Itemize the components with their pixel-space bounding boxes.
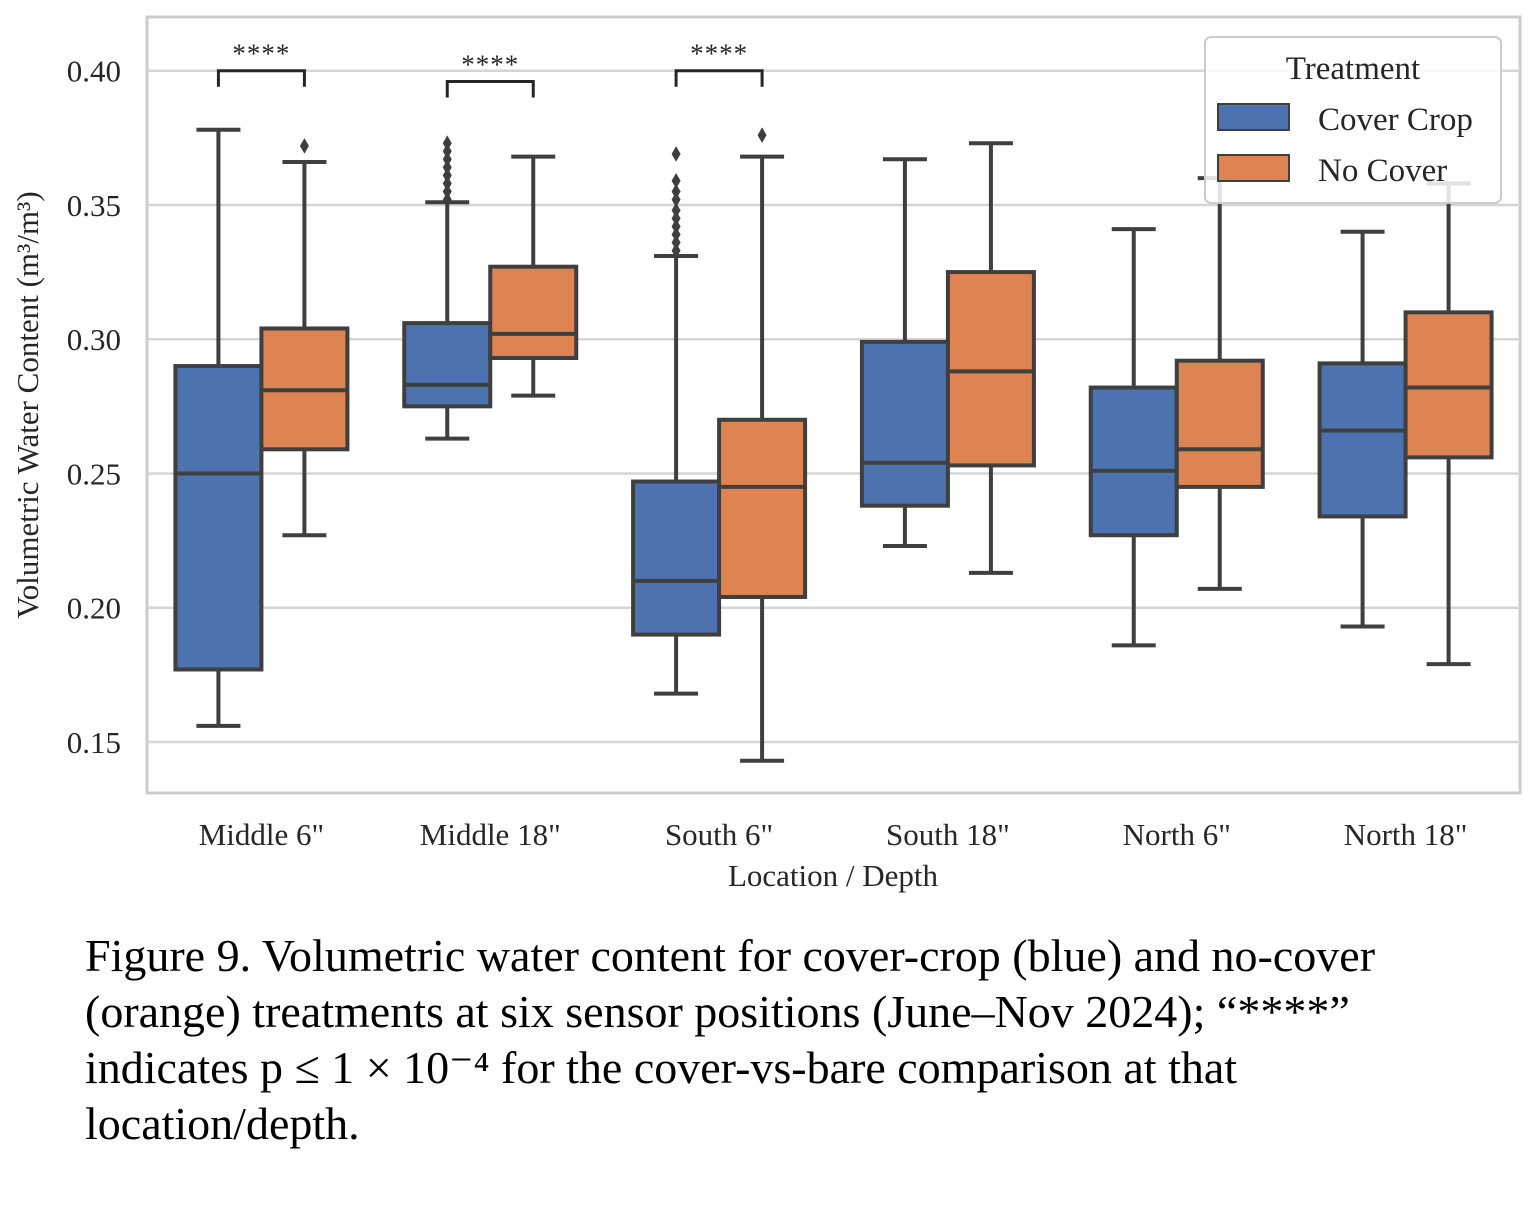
box-iqr bbox=[173, 364, 264, 672]
x-tick-label: Middle 6" bbox=[199, 817, 324, 852]
y-axis-ticks: 0.15 0.20 0.25 0.30 0.35 0.40 bbox=[67, 54, 121, 760]
outlier-point bbox=[442, 135, 452, 152]
outlier-point bbox=[671, 210, 681, 227]
x-tick-label: North 18" bbox=[1344, 817, 1468, 852]
y-tick-label: 0.40 bbox=[67, 54, 121, 89]
box-iqr bbox=[859, 339, 950, 508]
box-no-cover bbox=[1403, 181, 1494, 667]
box-iqr bbox=[1174, 358, 1265, 489]
outlier-point bbox=[671, 242, 681, 259]
outlier-point bbox=[671, 234, 681, 251]
box-no-cover bbox=[945, 141, 1036, 575]
legend-swatch-cover-crop bbox=[1217, 103, 1290, 131]
outlier-point bbox=[442, 143, 452, 160]
significance-annotations: **** **** **** bbox=[216, 39, 764, 98]
figure-caption: Figure 9. Volumetric water content for c… bbox=[85, 930, 1376, 1149]
outlier-point bbox=[671, 172, 681, 189]
significance-bracket bbox=[445, 79, 535, 98]
box-iqr bbox=[631, 479, 722, 637]
boxes bbox=[173, 127, 1494, 763]
y-axis-title: Volumetric Water Content (m³/m³) bbox=[10, 191, 45, 618]
outlier-point bbox=[671, 183, 681, 200]
significance-label: **** bbox=[461, 49, 519, 79]
box-iqr bbox=[1403, 310, 1494, 460]
significance-bracket bbox=[216, 69, 306, 87]
box-iqr bbox=[945, 270, 1036, 468]
outlier-point bbox=[299, 138, 309, 154]
box-cover-crop bbox=[402, 135, 493, 441]
outlier-point bbox=[442, 167, 452, 184]
x-tick-label: South 18" bbox=[886, 817, 1010, 852]
box-no-cover bbox=[1174, 176, 1265, 591]
y-tick-label: 0.20 bbox=[67, 591, 121, 626]
significance-bracket bbox=[674, 69, 764, 87]
outlier-point bbox=[442, 159, 452, 176]
box-no-cover bbox=[717, 127, 808, 763]
x-tick-label: Middle 18" bbox=[420, 817, 561, 852]
x-tick-label: North 6" bbox=[1123, 817, 1231, 852]
box-iqr bbox=[488, 264, 579, 361]
box-cover-crop bbox=[1317, 229, 1408, 629]
box-plot-chart: 0.15 0.20 0.25 0.30 0.35 0.40 **** **** **** Mi… bbox=[10, 15, 1522, 893]
legend-label-no-cover: No Cover bbox=[1318, 153, 1447, 189]
legend-label-cover-crop: Cover Crop bbox=[1318, 102, 1473, 138]
outlier-point bbox=[671, 202, 681, 219]
x-axis-ticks: Middle 6" Middle 18" South 6" South 18" Nort… bbox=[199, 817, 1468, 852]
y-tick-label: 0.30 bbox=[67, 322, 121, 357]
box-iqr bbox=[1088, 385, 1179, 538]
outlier-point bbox=[442, 191, 452, 208]
outlier-point bbox=[442, 175, 452, 192]
box-iqr bbox=[1317, 361, 1408, 519]
box-cover-crop bbox=[631, 146, 722, 696]
outlier-point bbox=[671, 218, 681, 235]
outlier-point bbox=[671, 191, 681, 208]
y-tick-label: 0.35 bbox=[67, 188, 121, 223]
outlier-point bbox=[671, 226, 681, 243]
x-axis-title: Location / Depth bbox=[728, 858, 939, 893]
box-iqr bbox=[402, 321, 493, 409]
outlier-point bbox=[442, 151, 452, 168]
y-tick-label: 0.25 bbox=[67, 456, 121, 491]
outlier-point bbox=[442, 183, 452, 200]
y-tick-label: 0.15 bbox=[67, 725, 121, 760]
box-no-cover bbox=[488, 154, 579, 398]
outlier-point bbox=[671, 146, 681, 162]
legend: Treatment Cover Crop No Cover bbox=[1204, 36, 1502, 204]
significance-label: **** bbox=[232, 39, 290, 69]
significance-label: **** bbox=[690, 39, 748, 69]
box-cover-crop bbox=[859, 157, 950, 548]
box-no-cover bbox=[259, 138, 350, 538]
box-iqr bbox=[717, 417, 808, 599]
legend-title: Treatment bbox=[1286, 51, 1420, 87]
outlier-point bbox=[757, 127, 767, 143]
legend-swatch-no-cover bbox=[1217, 154, 1290, 182]
box-cover-crop bbox=[173, 127, 264, 728]
x-tick-label: South 6" bbox=[665, 817, 773, 852]
